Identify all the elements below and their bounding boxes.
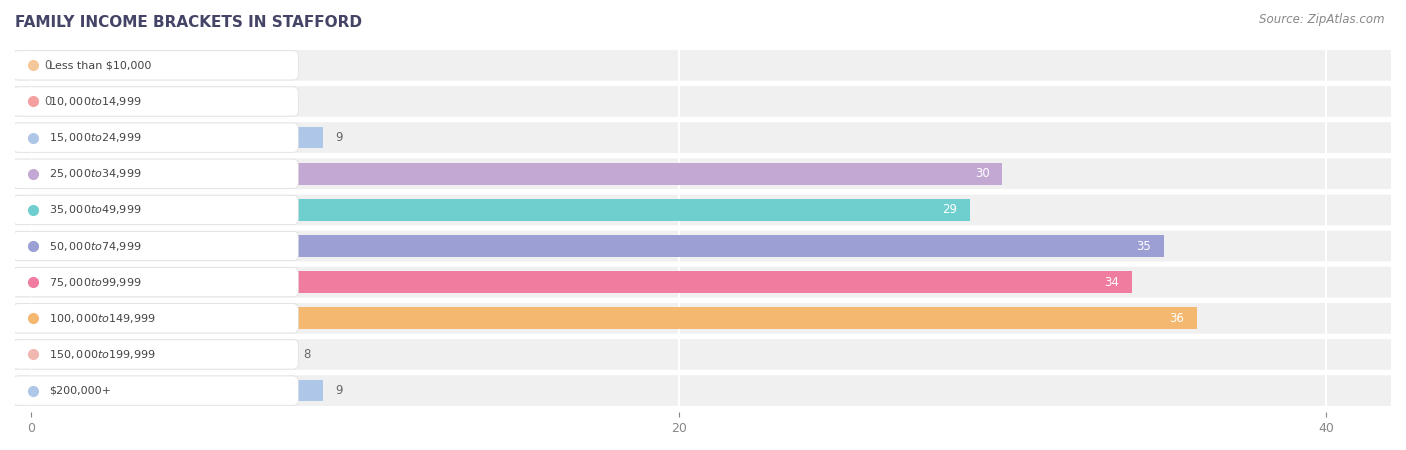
Text: 8: 8 xyxy=(304,348,311,361)
Text: FAMILY INCOME BRACKETS IN STAFFORD: FAMILY INCOME BRACKETS IN STAFFORD xyxy=(15,15,361,30)
FancyBboxPatch shape xyxy=(15,375,1391,406)
Text: 35: 35 xyxy=(1136,239,1152,252)
FancyBboxPatch shape xyxy=(14,231,298,261)
Text: 29: 29 xyxy=(942,203,957,216)
FancyBboxPatch shape xyxy=(14,376,298,405)
Text: 9: 9 xyxy=(336,131,343,144)
Text: 30: 30 xyxy=(974,167,990,180)
FancyBboxPatch shape xyxy=(15,339,1391,370)
FancyBboxPatch shape xyxy=(15,50,1391,81)
Bar xyxy=(31,344,290,365)
Bar xyxy=(31,271,1132,293)
Text: 34: 34 xyxy=(1104,276,1119,289)
FancyBboxPatch shape xyxy=(14,304,298,333)
Bar xyxy=(31,199,970,221)
Text: 0: 0 xyxy=(44,59,52,72)
Bar xyxy=(31,127,322,148)
FancyBboxPatch shape xyxy=(15,194,1391,225)
Bar xyxy=(31,163,1002,184)
FancyBboxPatch shape xyxy=(15,267,1391,297)
Text: $75,000 to $99,999: $75,000 to $99,999 xyxy=(49,276,142,289)
FancyBboxPatch shape xyxy=(14,87,298,116)
Text: Source: ZipAtlas.com: Source: ZipAtlas.com xyxy=(1260,14,1385,27)
Text: $35,000 to $49,999: $35,000 to $49,999 xyxy=(49,203,142,216)
FancyBboxPatch shape xyxy=(14,268,298,297)
Text: 0: 0 xyxy=(44,95,52,108)
Text: $15,000 to $24,999: $15,000 to $24,999 xyxy=(49,131,142,144)
Text: $10,000 to $14,999: $10,000 to $14,999 xyxy=(49,95,142,108)
Text: Less than $10,000: Less than $10,000 xyxy=(49,60,152,70)
Text: $50,000 to $74,999: $50,000 to $74,999 xyxy=(49,239,142,252)
FancyBboxPatch shape xyxy=(15,86,1391,117)
FancyBboxPatch shape xyxy=(14,51,298,80)
Bar xyxy=(31,307,1197,329)
FancyBboxPatch shape xyxy=(14,123,298,152)
Text: 36: 36 xyxy=(1168,312,1184,325)
FancyBboxPatch shape xyxy=(15,158,1391,189)
FancyBboxPatch shape xyxy=(14,340,298,369)
FancyBboxPatch shape xyxy=(15,231,1391,261)
Text: $25,000 to $34,999: $25,000 to $34,999 xyxy=(49,167,142,180)
Text: $200,000+: $200,000+ xyxy=(49,386,111,396)
Bar xyxy=(31,235,1164,257)
FancyBboxPatch shape xyxy=(15,303,1391,334)
Text: $100,000 to $149,999: $100,000 to $149,999 xyxy=(49,312,156,325)
Bar xyxy=(31,380,322,401)
Text: 9: 9 xyxy=(336,384,343,397)
FancyBboxPatch shape xyxy=(14,159,298,189)
FancyBboxPatch shape xyxy=(15,122,1391,153)
FancyBboxPatch shape xyxy=(14,195,298,225)
Text: $150,000 to $199,999: $150,000 to $199,999 xyxy=(49,348,156,361)
